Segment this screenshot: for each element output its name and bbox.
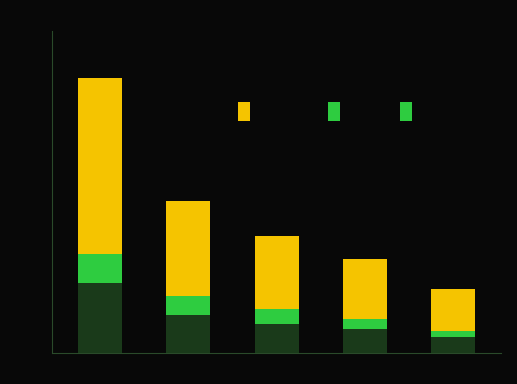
Bar xyxy=(431,337,475,353)
Bar xyxy=(166,201,210,296)
Bar xyxy=(166,296,210,315)
Bar xyxy=(343,260,387,319)
FancyBboxPatch shape xyxy=(328,102,340,121)
Bar xyxy=(78,253,122,283)
Bar xyxy=(343,319,387,329)
Bar xyxy=(254,309,299,324)
Bar xyxy=(254,236,299,309)
Bar xyxy=(78,78,122,253)
Bar xyxy=(254,324,299,353)
FancyBboxPatch shape xyxy=(400,102,412,121)
Bar xyxy=(431,289,475,331)
Bar xyxy=(431,331,475,337)
FancyBboxPatch shape xyxy=(238,102,250,121)
Bar xyxy=(166,315,210,353)
Bar xyxy=(78,283,122,353)
Bar xyxy=(343,329,387,353)
